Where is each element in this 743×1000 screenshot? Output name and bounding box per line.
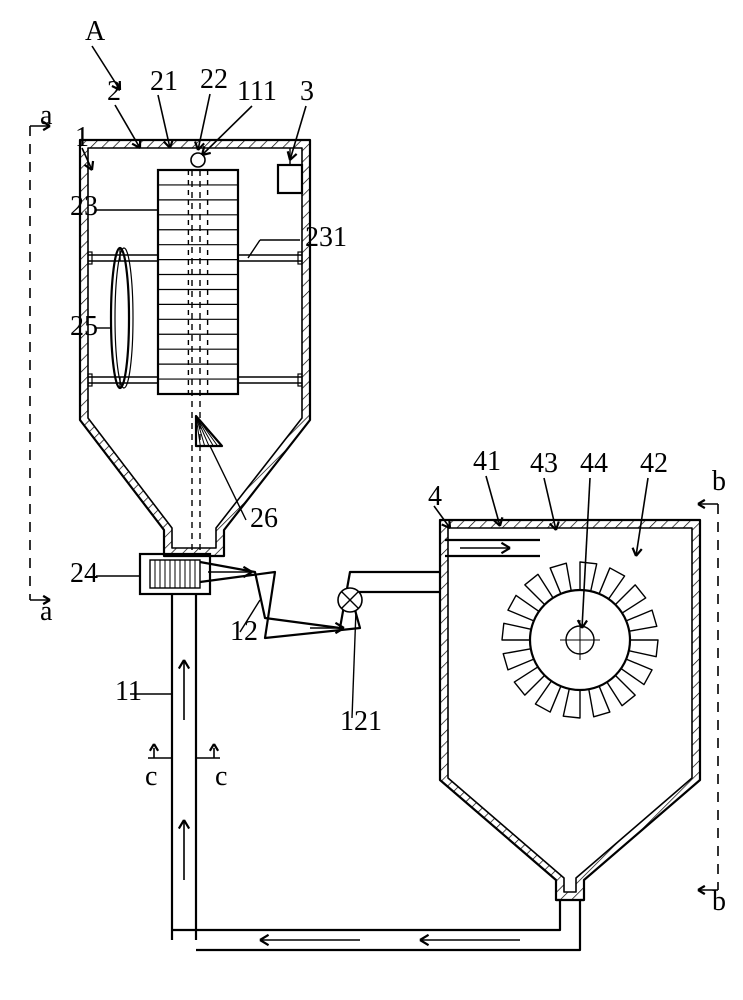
label-b1: b [712, 466, 726, 497]
label-A: A [85, 16, 106, 47]
label-n41: 41 [473, 446, 501, 477]
label-n42: 42 [640, 448, 668, 479]
label-a1: a [40, 100, 53, 131]
label-n44: 44 [580, 448, 608, 479]
label-a2: a [40, 596, 53, 627]
label-n26: 26 [250, 503, 278, 534]
label-n43: 43 [530, 448, 558, 479]
label-n2: 2 [107, 76, 121, 107]
label-n21: 21 [150, 66, 178, 97]
label-n22: 22 [200, 64, 228, 95]
label-n3: 3 [300, 76, 314, 107]
label-n121: 121 [340, 706, 382, 737]
label-n4: 4 [428, 481, 442, 512]
label-n25: 25 [70, 311, 98, 342]
label-n12: 12 [230, 616, 258, 647]
label-n24: 24 [70, 558, 98, 589]
label-n23: 23 [70, 191, 98, 222]
label-c2: c [215, 761, 227, 792]
label-n231: 231 [305, 222, 347, 253]
label-b2: b [712, 886, 726, 917]
label-c1: c [145, 761, 157, 792]
label-n111: 111 [237, 76, 277, 107]
label-n11: 11 [115, 676, 142, 707]
label-n1: 1 [75, 122, 89, 153]
